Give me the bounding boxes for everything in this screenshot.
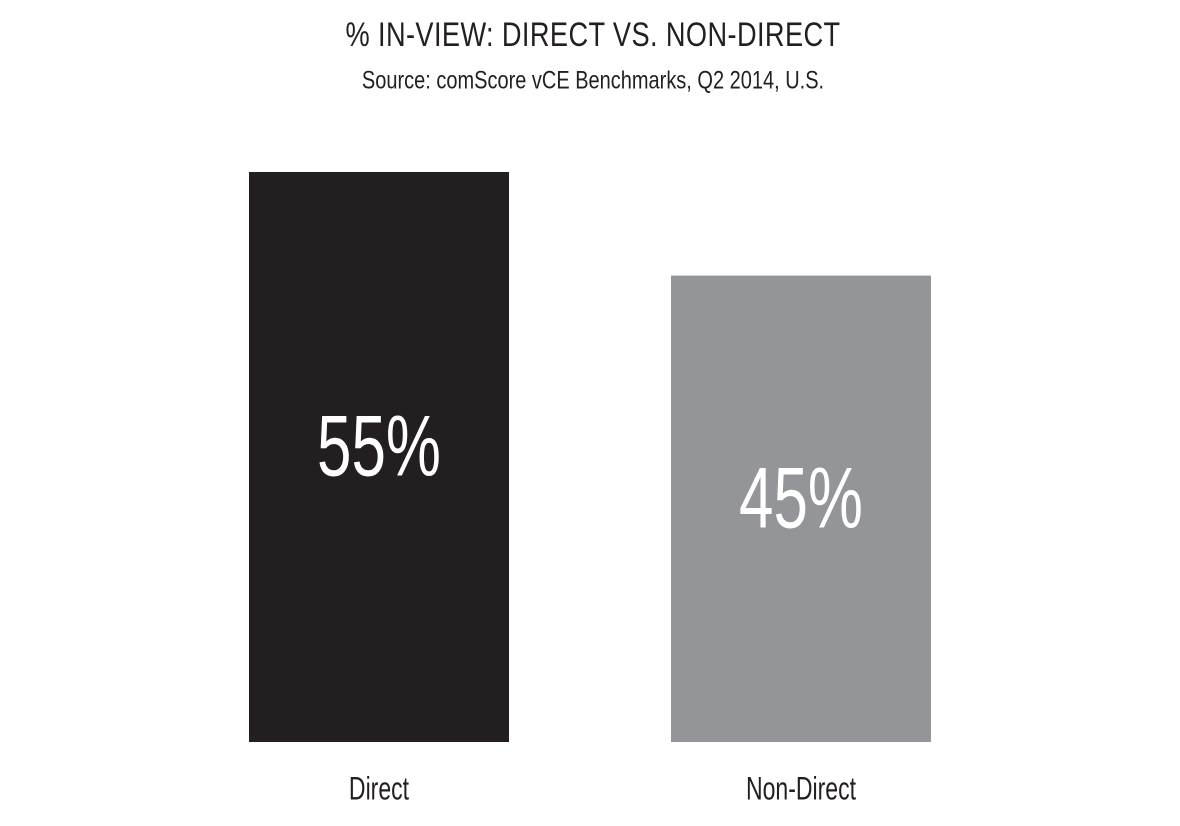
value-label: 45%: [739, 449, 863, 545]
value-label-group: 55%: [317, 398, 441, 494]
bar: [249, 172, 509, 742]
subtitle-group: Source: comScore vCE Benchmarks, Q2 2014…: [362, 67, 824, 95]
value-label-group: 45%: [739, 449, 863, 545]
chart-subtitle: Source: comScore vCE Benchmarks, Q2 2014…: [362, 67, 824, 95]
bar: [671, 275, 931, 742]
category-group: Direct: [349, 771, 409, 807]
title-group: % IN-VIEW: DIRECT VS. NON-DIRECT: [345, 15, 840, 54]
value-label: 55%: [317, 398, 441, 494]
chart-title: % IN-VIEW: DIRECT VS. NON-DIRECT: [345, 15, 840, 54]
category-group: Non-Direct: [746, 771, 856, 807]
x-tick-label: Direct: [349, 771, 409, 807]
x-tick-label: Non-Direct: [746, 771, 856, 807]
